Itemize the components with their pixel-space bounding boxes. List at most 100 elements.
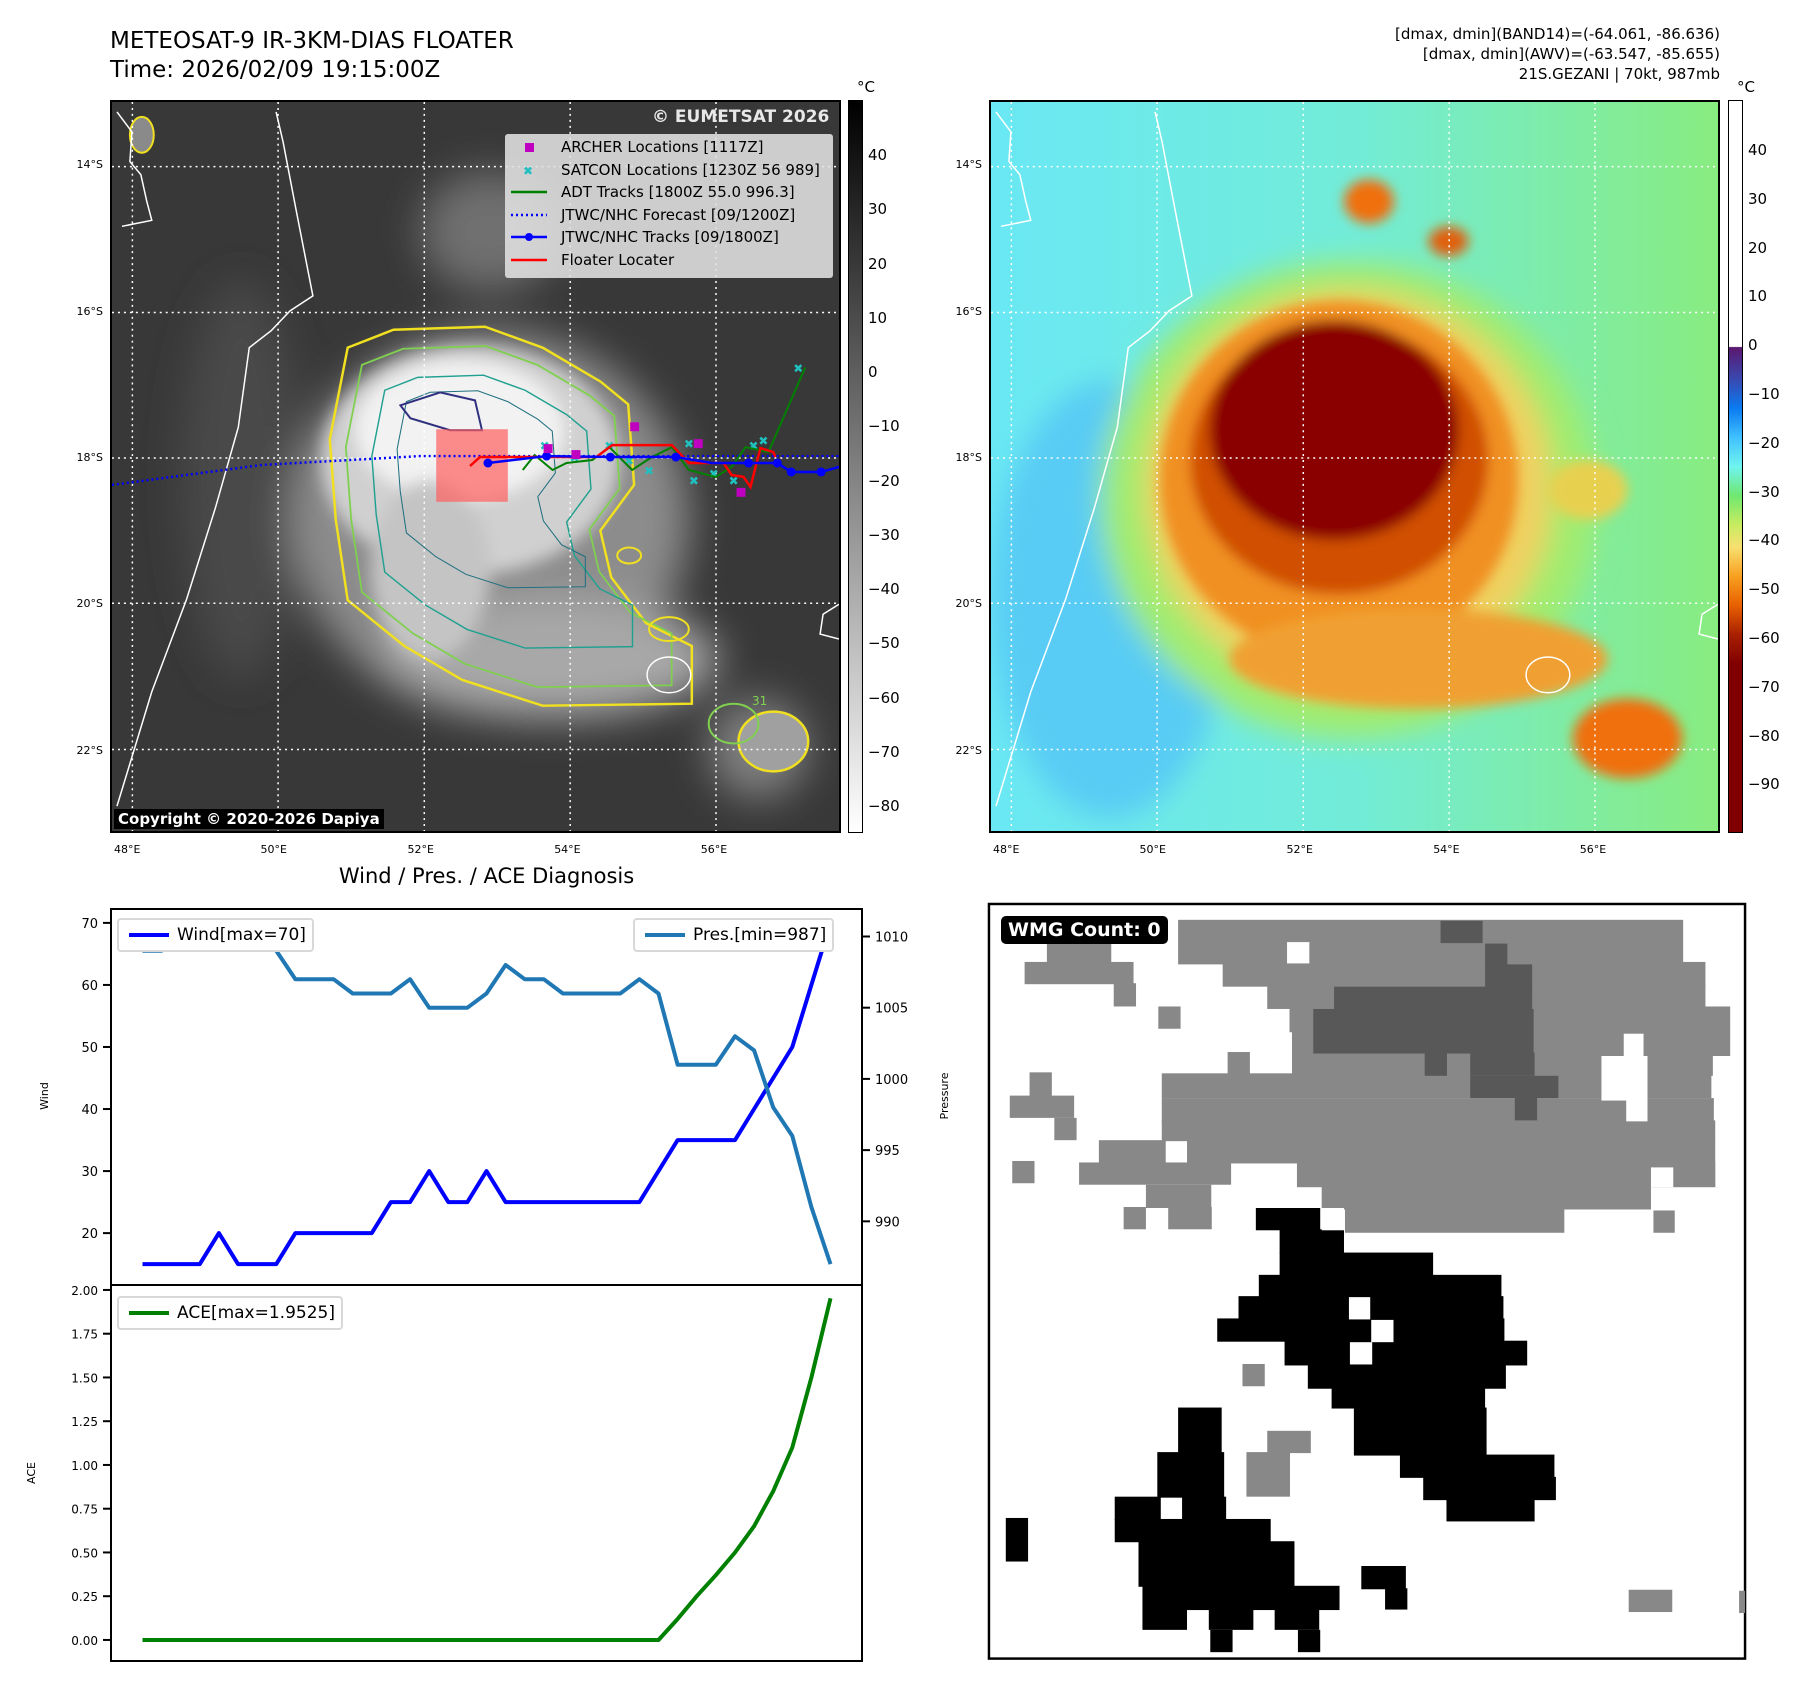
lat-tick-label: 16°S (955, 304, 982, 318)
map-legend: ARCHER Locations [1117Z] ✖ SATCON Locatio… (505, 134, 833, 278)
colorbar-tick-label: −40 (868, 580, 900, 598)
colorbar-tick-label: −90 (1748, 775, 1780, 794)
info-line-storm: 21S.GEZANI | 70kt, 987mb (1518, 65, 1720, 83)
y2-tick-label: 1005 (875, 1002, 908, 1017)
lat-tick-label: 14°S (76, 158, 103, 171)
svg-text:✖: ✖ (709, 467, 719, 481)
y-tick-label: 50 (81, 1041, 98, 1056)
y2-tick-label: 995 (875, 1144, 900, 1159)
lon-tick-label: 48°E (114, 843, 141, 856)
lon-tick-label: 56°E (700, 843, 728, 856)
colorbar-tick-label: −80 (1748, 726, 1780, 745)
chart-title: Wind / Pres. / ACE Diagnosis (338, 864, 635, 888)
y-tick-label: 30 (81, 1165, 98, 1180)
colorbar-tick-label: −20 (868, 471, 900, 490)
colorbar-tick-label: 0 (1748, 336, 1758, 355)
lon-tick-label: 54°E (1433, 843, 1460, 856)
y2-tick-label: 990 (875, 1215, 900, 1230)
square-marker-icon (525, 143, 534, 152)
legend-item-archer: ARCHER Locations [1117Z] (505, 136, 764, 158)
colorbar-unit: °C (1737, 78, 1755, 96)
archer-markers (543, 422, 746, 497)
wmg-grid (987, 902, 1747, 1660)
colorbar-tick-label: −60 (868, 688, 900, 707)
colorbar-tick-label: −60 (1748, 629, 1780, 647)
coastline (116, 111, 314, 807)
colorbar-tick-label: −40 (1748, 531, 1780, 550)
info-line-awv: [dmax, dmin](AWV)=(-63.547, -85.655) (1422, 45, 1720, 63)
ace-axes (110, 1284, 863, 1662)
enhanced-map[interactable] (989, 100, 1720, 833)
svg-text:✖: ✖ (793, 362, 803, 376)
colorbar-tick-label: −20 (1748, 433, 1780, 452)
svg-text:✖: ✖ (644, 464, 654, 478)
y-axis-label: ACE (25, 1462, 38, 1484)
ir-colorbar (848, 100, 863, 833)
y-tick-label: 0.25 (71, 1590, 98, 1604)
wmg-count-badge: WMG Count: 0 (1001, 916, 1168, 944)
lat-tick-label: 20°S (955, 597, 982, 610)
y-tick-label: 60 (81, 979, 98, 994)
y-tick-label: 1.25 (71, 1415, 98, 1429)
svg-text:✖: ✖ (523, 164, 533, 178)
ace-legend-line (129, 1311, 169, 1315)
jtwc-forecast-track (112, 454, 839, 487)
svg-text:✖: ✖ (758, 434, 768, 448)
legend-item-jtwc: JTWC/NHC Tracks [09/1800Z] (505, 226, 779, 248)
y-tick-label: 1.00 (71, 1459, 98, 1473)
colorbar-tick-label: −10 (868, 417, 900, 436)
legend-item-floater: Floater Locater (505, 249, 674, 271)
y-tick-label: 1.50 (71, 1371, 98, 1385)
y-tick-label: 70 (81, 917, 98, 932)
colorbar-tick-label: 30 (1748, 189, 1768, 208)
legend-item-forecast: JTWC/NHC Forecast [09/1200Z] (505, 204, 795, 226)
y-tick-label: 40 (81, 1103, 98, 1118)
lon-tick-label: 52°E (407, 843, 434, 856)
colorbar-tick-label: −70 (1748, 677, 1780, 696)
colorbar-tick-label: −50 (868, 634, 900, 653)
line-marker-icon (511, 258, 547, 261)
lon-tick-label: 50°E (1139, 843, 1166, 856)
colorbar-tick-label: −50 (1748, 580, 1780, 599)
enhanced-image (991, 102, 1718, 831)
watermark: © EUMETSAT 2026 (652, 107, 830, 127)
y-tick-label: 0.50 (71, 1546, 98, 1560)
series-line-ace (142, 1297, 833, 1642)
pressure-legend: Pres.[min=987] (633, 918, 835, 952)
colorbar-tick-label: 10 (1748, 287, 1768, 306)
lon-tick-label: 52°E (1286, 843, 1313, 856)
legend-item-satcon: ✖ SATCON Locations [1230Z 56 989] (505, 159, 820, 181)
colorbar-tick-label: −30 (868, 525, 900, 544)
wind-pressure-axes (110, 908, 863, 1286)
colorbar-tick-label: 20 (1748, 238, 1768, 257)
lat-tick-label: 20°S (76, 597, 103, 610)
colorbar-tick-label: 40 (1748, 141, 1768, 159)
line-marker-icon (511, 190, 547, 194)
colorbar-tick-label: 0 (868, 363, 878, 381)
colorbar-tick-label: −10 (1748, 385, 1780, 403)
y-tick-label: 0.75 (71, 1503, 98, 1517)
colorbar-tick-label: −80 (868, 797, 900, 815)
lat-tick-label: 18°S (955, 451, 982, 464)
colorbar-unit: °C (857, 78, 875, 96)
colorbar-tick-label: −30 (1748, 482, 1780, 501)
figure-time: Time: 2026/02/09 19:15:00Z (110, 57, 441, 83)
y-axis-label: Wind (38, 1082, 51, 1110)
copyright-label: Copyright © 2020-2026 Dapiya (114, 809, 384, 829)
y2-tick-label: 1000 (875, 1073, 908, 1088)
lon-tick-label: 56°E (1579, 843, 1607, 856)
gridlines (112, 102, 839, 831)
y2-tick-label: 1010 (875, 930, 908, 945)
y-tick-label: 2.00 (71, 1284, 98, 1298)
colorbar-tick-label: 30 (868, 200, 888, 219)
ir-map[interactable]: ✖✖✖✖✖✖✖✖✖✖✖✖ 31 © EUMETSAT 2026 ARCHER L… (110, 100, 841, 833)
lat-tick-label: 22°S (955, 744, 982, 757)
legend-item-adt: ADT Tracks [1800Z 55.0 996.3] (505, 181, 795, 203)
figure-title: METEOSAT-9 IR-3KM-DIAS FLOATER (110, 28, 514, 54)
y2-axis-label: Pressure (938, 1072, 951, 1119)
x-marker-icon: ✖ (523, 164, 533, 178)
line-dot-icon (511, 233, 547, 241)
wind-legend-line (129, 933, 169, 937)
lat-tick-label: 16°S (76, 304, 103, 318)
lon-tick-label: 48°E (993, 843, 1020, 856)
